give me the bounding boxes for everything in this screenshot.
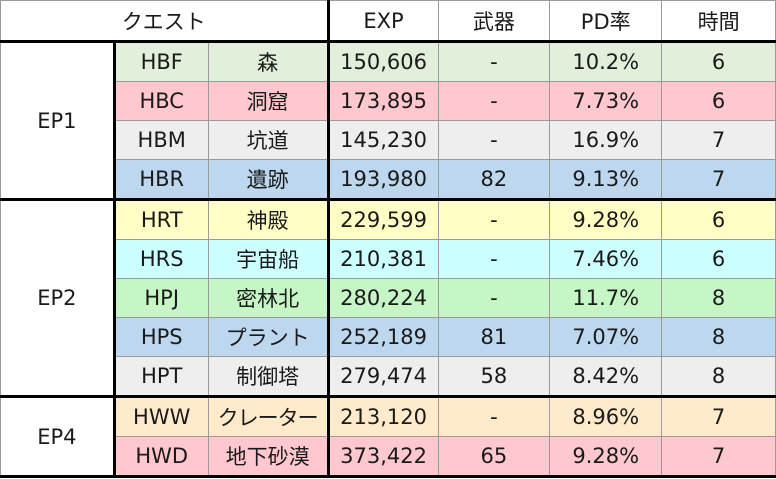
header-quest: クエスト bbox=[0, 0, 330, 43]
quest-code-cell: HWD bbox=[113, 436, 209, 478]
quest-code-cell: HBC bbox=[113, 81, 209, 121]
header-time: 時間 bbox=[661, 0, 776, 43]
quest-code-cell: HPS bbox=[113, 317, 209, 357]
quest-name-cell: 森 bbox=[207, 41, 330, 82]
weapon-cell: - bbox=[437, 199, 551, 240]
exp-cell: 279,474 bbox=[327, 356, 439, 398]
episode-cell: EP1 bbox=[0, 41, 116, 201]
exp-cell: 280,224 bbox=[327, 278, 439, 318]
time-cell: 6 bbox=[661, 81, 776, 121]
quest-name-cell: 洞窟 bbox=[207, 81, 330, 121]
exp-cell: 229,599 bbox=[327, 199, 439, 240]
weapon-cell: 58 bbox=[437, 356, 551, 398]
table-row: EP2 HRT 神殿 229,599-9.28% 6 bbox=[0, 199, 776, 398]
quest-name-cell: 制御塔 bbox=[207, 356, 330, 398]
quest-name-cell: 宇宙船 bbox=[207, 239, 330, 279]
quest-code-cell: HBF bbox=[113, 41, 209, 82]
weapon-cell: 81 bbox=[437, 317, 551, 357]
pd-rate-cell: 7.46% bbox=[549, 239, 663, 279]
header-weapon: 武器 bbox=[437, 0, 551, 43]
time-cell: 7 bbox=[661, 396, 776, 437]
weapon-cell: - bbox=[437, 396, 551, 437]
table-row: HPS プラント 252,189 81 7.07% 8 bbox=[1, 317, 776, 357]
pd-rate-cell: 7.73% bbox=[549, 81, 663, 121]
quest-code-cell: HPJ bbox=[113, 278, 209, 318]
time-cell: 7 bbox=[661, 436, 776, 478]
header-exp: EXP bbox=[327, 0, 439, 43]
quest-name-cell: クレーター bbox=[207, 396, 330, 437]
weapon-cell: - bbox=[437, 120, 551, 160]
exp-cell: 213,120 bbox=[327, 396, 439, 437]
weapon-cell: - bbox=[437, 278, 551, 318]
exp-cell: 173,895 bbox=[327, 81, 439, 121]
pd-rate-cell: 9.13% bbox=[549, 159, 663, 201]
quest-name-cell: 坑道 bbox=[207, 120, 330, 160]
weapon-cell: 65 bbox=[437, 436, 551, 478]
exp-cell: 145,230 bbox=[327, 120, 439, 160]
pd-rate-cell: 9.28% bbox=[549, 436, 663, 478]
table-row: HBR 遺跡 193,980 82 9.13% 7 bbox=[1, 159, 776, 201]
table-row: HPT 制御塔 279,474 58 8.42% 8 bbox=[1, 356, 776, 398]
time-cell: 7 bbox=[661, 159, 776, 201]
pd-rate-cell: 10.2% bbox=[549, 41, 663, 82]
time-cell: 7 bbox=[661, 120, 776, 160]
table-row: HPJ 密林北 280,224-11.7% 8 bbox=[1, 278, 776, 318]
exp-cell: 373,422 bbox=[327, 436, 439, 478]
table-row: HWD 地下砂漠 373,422 65 9.28% 7 bbox=[1, 436, 776, 478]
table-row: HBM 坑道 145,230-16.9% 7 bbox=[1, 120, 776, 160]
quest-name-cell: 遺跡 bbox=[207, 159, 330, 201]
exp-cell: 252,189 bbox=[327, 317, 439, 357]
pd-rate-cell: 16.9% bbox=[549, 120, 663, 160]
quest-name-cell: 地下砂漠 bbox=[207, 436, 330, 478]
quest-name-cell: 神殿 bbox=[207, 199, 330, 240]
quest-code-cell: HRS bbox=[113, 239, 209, 279]
time-cell: 6 bbox=[661, 41, 776, 82]
time-cell: 6 bbox=[661, 239, 776, 279]
header-row: クエスト EXP 武器 PD率 時間 bbox=[0, 0, 776, 43]
quest-code-cell: HWW bbox=[113, 396, 209, 437]
pd-rate-cell: 8.96% bbox=[549, 396, 663, 437]
exp-cell: 193,980 bbox=[327, 159, 439, 201]
header-pd-rate: PD率 bbox=[549, 0, 663, 43]
exp-cell: 150,606 bbox=[327, 41, 439, 82]
time-cell: 6 bbox=[661, 199, 776, 240]
weapon-cell: - bbox=[437, 239, 551, 279]
pd-rate-cell: 9.28% bbox=[549, 199, 663, 240]
quest-code-cell: HRT bbox=[113, 199, 209, 240]
pd-rate-cell: 11.7% bbox=[549, 278, 663, 318]
time-cell: 8 bbox=[661, 317, 776, 357]
table-body: EP1 HBF 森 150,606-10.2% 6 HBC 洞窟 173,895-7.73% 6… bbox=[0, 41, 776, 478]
pd-rate-cell: 8.42% bbox=[549, 356, 663, 398]
quest-code-cell: HBR bbox=[113, 159, 209, 201]
quest-code-cell: HBM bbox=[113, 120, 209, 160]
quest-name-cell: プラント bbox=[207, 317, 330, 357]
exp-cell: 210,381 bbox=[327, 239, 439, 279]
table-row: EP4 HWW クレーター 213,120-8.96% 7 bbox=[0, 396, 776, 478]
episode-cell: EP4 bbox=[0, 396, 116, 478]
episode-cell: EP2 bbox=[0, 199, 116, 398]
weapon-cell: 82 bbox=[437, 159, 551, 201]
quest-name-cell: 密林北 bbox=[207, 278, 330, 318]
table-row: EP1 HBF 森 150,606-10.2% 6 bbox=[0, 41, 776, 201]
pd-rate-cell: 7.07% bbox=[549, 317, 663, 357]
table-row: HRS 宇宙船 210,381-7.46% 6 bbox=[1, 239, 776, 279]
time-cell: 8 bbox=[661, 356, 776, 398]
table-row: HBC 洞窟 173,895-7.73% 6 bbox=[1, 81, 776, 121]
quest-code-cell: HPT bbox=[113, 356, 209, 398]
time-cell: 8 bbox=[661, 278, 776, 318]
weapon-cell: - bbox=[437, 41, 551, 82]
weapon-cell: - bbox=[437, 81, 551, 121]
